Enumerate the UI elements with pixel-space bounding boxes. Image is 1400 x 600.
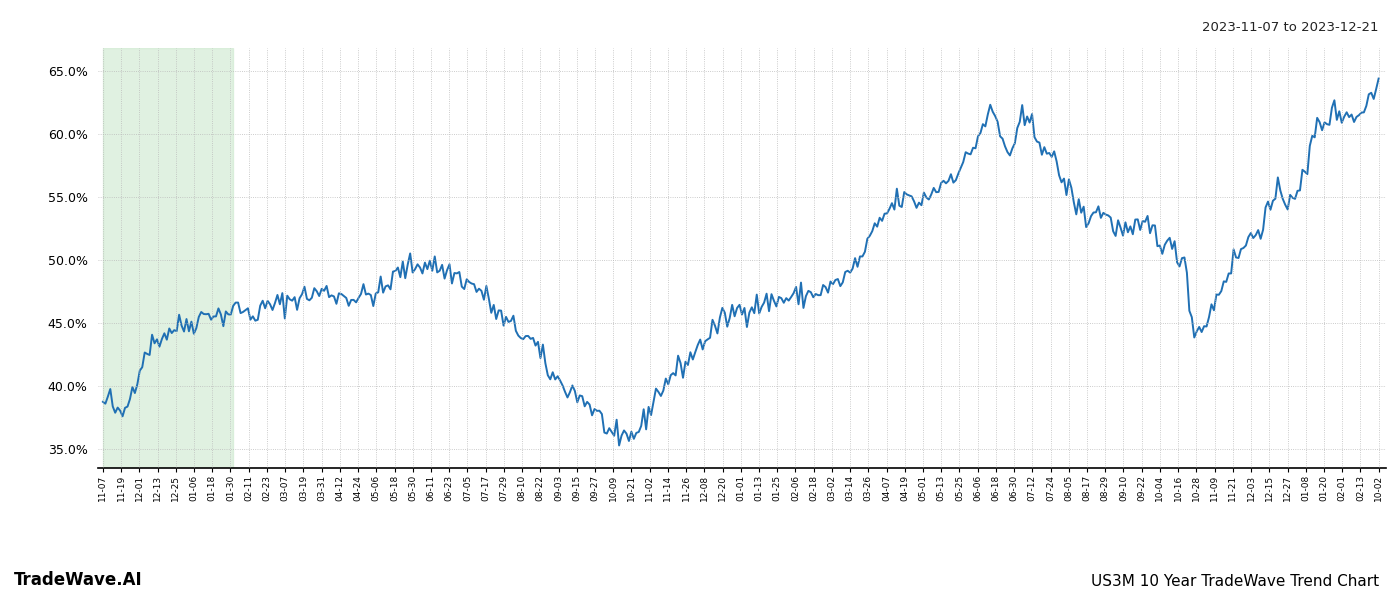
Text: US3M 10 Year TradeWave Trend Chart: US3M 10 Year TradeWave Trend Chart	[1091, 574, 1379, 589]
Text: 2023-11-07 to 2023-12-21: 2023-11-07 to 2023-12-21	[1203, 21, 1379, 34]
Bar	[104, 48, 234, 468]
Text: TradeWave.AI: TradeWave.AI	[14, 571, 143, 589]
